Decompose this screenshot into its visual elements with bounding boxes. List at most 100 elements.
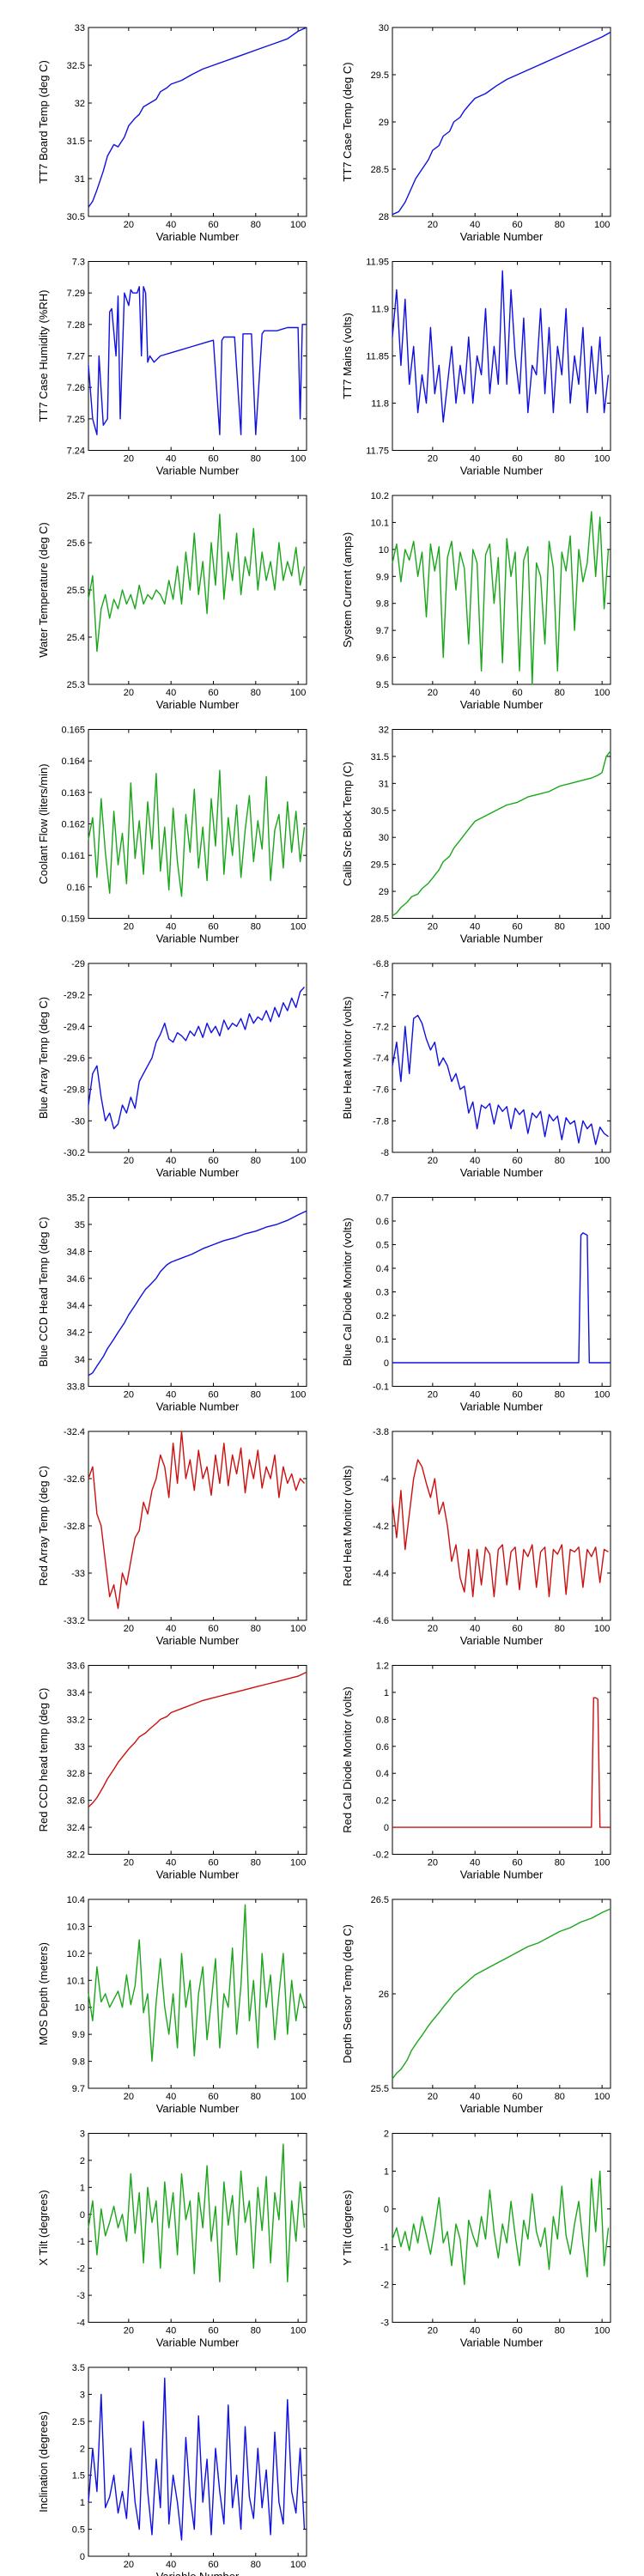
y-tick-label: 25.5	[67, 586, 85, 596]
x-tick-label: 100	[290, 1390, 306, 1400]
y-tick-label: 1	[80, 2183, 85, 2193]
plot-frame	[392, 1431, 611, 1621]
y-tick-label: -1	[76, 2237, 85, 2247]
x-axis-label: Variable Number	[156, 1166, 240, 1179]
y-tick-label: 25.7	[67, 491, 85, 501]
y-tick-label: 10.2	[371, 491, 389, 501]
y-tick-label: 25.5	[371, 2084, 389, 2094]
y-tick-label: 0.4	[376, 1264, 389, 1274]
y-tick-label: -4	[76, 2318, 85, 2329]
y-tick-label: 26.5	[371, 1895, 389, 1905]
x-axis-label: Variable Number	[156, 465, 240, 477]
y-tick-label: 7.27	[67, 352, 85, 362]
y-axis-label: Water Temperature (deg C)	[37, 522, 50, 658]
x-axis-label: Variable Number	[156, 2102, 240, 2115]
x-tick-label: 20	[428, 220, 438, 230]
y-tick-label: -0.2	[373, 1850, 389, 1861]
y-tick-label: 7.26	[67, 383, 85, 393]
y-tick-label: 28	[379, 212, 389, 222]
y-tick-label: 34	[75, 1355, 85, 1365]
x-tick-label: 20	[124, 1390, 134, 1400]
y-tick-label: 1	[80, 2498, 85, 2508]
series-line	[392, 1232, 611, 1364]
x-axis-label: Variable Number	[156, 2570, 240, 2576]
y-tick-label: 11.85	[366, 352, 389, 362]
y-tick-label: 9.7	[376, 626, 389, 636]
y-tick-label: 30.5	[371, 806, 389, 817]
x-tick-label: 60	[512, 1624, 522, 1634]
y-tick-label: 0	[384, 2205, 389, 2215]
y-tick-label: 9.5	[376, 680, 389, 690]
series-line	[88, 1671, 307, 1808]
x-tick-label: 60	[512, 2326, 522, 2336]
y-tick-label: 32	[379, 726, 389, 736]
y-tick-label: -4.4	[373, 1569, 389, 1579]
y-axis-label: X Tilt (degrees)	[37, 2190, 50, 2265]
plot-frame	[88, 2133, 307, 2323]
y-tick-label: -4.6	[373, 1616, 389, 1626]
x-tick-label: 100	[594, 454, 610, 465]
x-tick-label: 40	[470, 454, 480, 465]
x-tick-label: 100	[594, 1390, 610, 1400]
series-line	[392, 2170, 610, 2286]
y-tick-label: -4	[380, 1474, 389, 1485]
y-tick-label: -2	[76, 2264, 85, 2275]
x-tick-label: 80	[555, 2326, 565, 2336]
plot-frame	[88, 963, 307, 1153]
x-axis-label: Variable Number	[156, 1400, 240, 1413]
y-tick-label: 9.9	[72, 2030, 85, 2040]
y-tick-label: -30.2	[64, 1148, 85, 1158]
x-tick-label: 60	[512, 1858, 522, 1868]
x-axis-label: Variable Number	[460, 1400, 544, 1413]
y-tick-label: -29	[71, 959, 85, 969]
x-tick-label: 40	[470, 688, 480, 698]
x-tick-label: 20	[124, 2560, 134, 2570]
plot-frame	[88, 1899, 307, 2089]
x-tick-label: 100	[290, 1624, 306, 1634]
plot-frame	[392, 1665, 611, 1855]
y-tick-label: 33	[75, 23, 85, 33]
x-tick-label: 40	[166, 1858, 176, 1868]
y-axis-label: Y Tilt (degrees)	[341, 2190, 354, 2266]
y-tick-label: 0.161	[61, 851, 85, 861]
x-tick-label: 20	[428, 688, 438, 698]
plot-frame	[88, 1665, 307, 1855]
x-tick-label: 80	[555, 454, 565, 465]
y-tick-label: 0.6	[376, 1742, 389, 1753]
y-axis-label: TT7 Case Temp (deg C)	[341, 62, 354, 181]
y-tick-label: 9.7	[72, 2084, 85, 2094]
chart-panel: 20 40 60 80 100 9.5 9.6 9.7 9.8 9.9 10 10.1 10.2 Vari…	[341, 491, 611, 711]
plot-frame	[88, 27, 307, 217]
x-tick-label: 80	[555, 1624, 565, 1634]
x-tick-label: 100	[594, 1156, 610, 1166]
x-tick-label: 60	[208, 454, 218, 465]
x-tick-label: 40	[470, 1156, 480, 1166]
y-tick-label: 34.2	[67, 1328, 85, 1339]
x-tick-label: 60	[208, 1156, 218, 1166]
y-axis-label: Calib Src Block Temp (C)	[341, 762, 354, 886]
y-tick-label: 11.75	[366, 447, 389, 457]
series-line	[392, 1908, 611, 2080]
x-tick-label: 40	[470, 1624, 480, 1634]
chart-panel: 20 40 60 80 100 0.159 0.16 0.161 0.162 0.163 0.164…	[37, 726, 307, 945]
x-axis-label: Variable Number	[460, 1166, 544, 1179]
y-tick-label: 0.4	[376, 1769, 389, 1779]
x-tick-label: 20	[428, 2092, 438, 2102]
y-tick-label: 0	[384, 1823, 389, 1833]
y-tick-label: 29.5	[371, 860, 389, 871]
x-axis-label: Variable Number	[460, 1634, 544, 1647]
series-line	[88, 513, 306, 653]
x-tick-label: 40	[470, 2326, 480, 2336]
chart-panel: 20 40 60 80 100 -3 -2 -1 0 1 2 Variable Number Y Til…	[341, 2129, 611, 2349]
x-tick-label: 80	[555, 688, 565, 698]
series-line	[88, 27, 307, 208]
plot-frame	[392, 963, 611, 1153]
y-tick-label: -30	[71, 1116, 85, 1127]
x-tick-label: 100	[290, 220, 306, 230]
y-tick-label: 7.28	[67, 320, 85, 331]
x-tick-label: 60	[208, 2326, 218, 2336]
y-tick-label: -0.1	[373, 1382, 389, 1393]
chart-panel: 20 40 60 80 100 30.5 31 31.5 32 32.5 33 Variable Nu…	[37, 23, 307, 243]
y-tick-label: -3	[76, 2291, 85, 2301]
y-tick-label: 9.9	[376, 572, 389, 582]
